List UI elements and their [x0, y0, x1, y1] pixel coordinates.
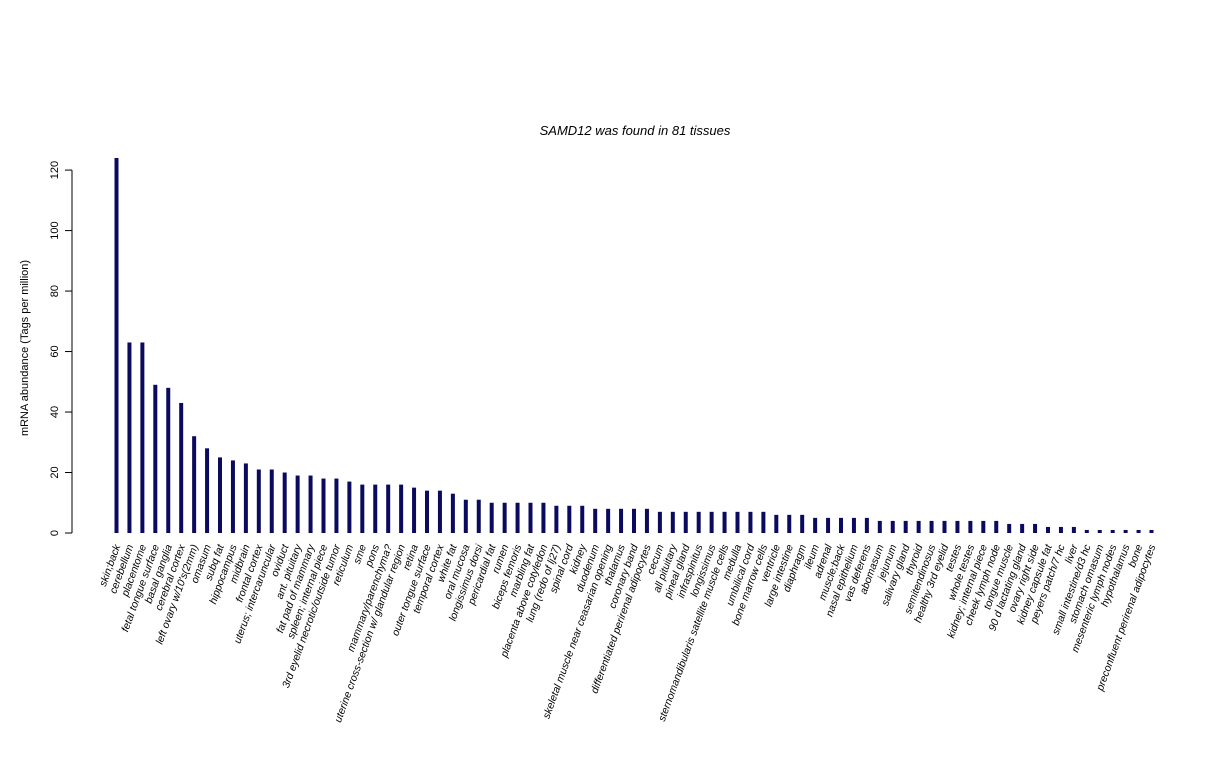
chart-title: SAMD12 was found in 81 tissues — [540, 123, 731, 138]
bar — [670, 511, 675, 533]
bar — [360, 484, 365, 533]
bar — [205, 448, 210, 533]
bar — [308, 475, 313, 533]
bar — [644, 508, 649, 533]
bar — [1033, 523, 1038, 533]
bar — [463, 499, 468, 533]
bar — [942, 520, 947, 533]
bar — [722, 511, 727, 533]
bar — [735, 511, 740, 533]
bar — [399, 484, 404, 533]
bar — [218, 457, 222, 533]
bar — [1020, 523, 1025, 533]
bar — [774, 514, 779, 533]
y-tick-label: 120 — [49, 161, 61, 179]
bar — [826, 517, 831, 533]
y-tick-label: 60 — [49, 345, 61, 357]
y-tick-label: 80 — [49, 285, 61, 297]
bar — [929, 520, 934, 533]
bar — [502, 502, 507, 533]
y-tick-label: 40 — [49, 406, 61, 418]
bar — [632, 508, 636, 533]
bar — [1136, 529, 1141, 533]
bar — [321, 478, 326, 533]
bar — [127, 342, 132, 533]
bar — [981, 520, 986, 533]
bar — [386, 484, 391, 533]
bar — [282, 472, 287, 533]
bar — [153, 384, 158, 533]
bar — [554, 505, 559, 533]
bar — [347, 481, 352, 533]
bar — [800, 514, 805, 533]
bar — [140, 342, 145, 533]
bar — [1123, 529, 1128, 533]
bar — [877, 520, 882, 533]
y-axis-label: mRNA abundance (Tags per million) — [19, 260, 31, 436]
bar — [657, 511, 662, 533]
y-tick-label: 100 — [49, 221, 61, 239]
bar — [528, 502, 533, 533]
bar — [968, 520, 973, 533]
bar — [903, 520, 908, 533]
bar — [1097, 529, 1102, 533]
bar — [437, 490, 442, 533]
bar — [476, 499, 481, 533]
bar — [1084, 529, 1089, 533]
bar — [114, 158, 119, 533]
bar — [166, 387, 171, 533]
y-axis-ticks: 0 20 40 60 80 100 120 — [49, 161, 72, 536]
bar — [192, 436, 197, 533]
bar — [839, 517, 843, 533]
bar — [373, 484, 378, 533]
bar — [295, 475, 300, 533]
bar — [1110, 529, 1115, 533]
bar — [179, 402, 184, 533]
bar — [864, 517, 869, 533]
bar — [1058, 526, 1063, 533]
bar — [696, 511, 701, 533]
bar — [851, 517, 856, 533]
bar — [567, 505, 572, 533]
bar — [1149, 529, 1154, 533]
bar — [334, 478, 339, 533]
bar — [619, 508, 624, 533]
bar — [916, 520, 921, 533]
bar — [593, 508, 598, 533]
bar — [994, 520, 999, 533]
bar — [1071, 526, 1076, 533]
bar — [1007, 523, 1012, 533]
bar — [1046, 526, 1050, 533]
bar — [709, 511, 714, 533]
bar — [813, 517, 818, 533]
bar — [541, 502, 546, 533]
y-tick-label: 20 — [49, 466, 61, 478]
bar — [489, 502, 494, 533]
bars-group — [114, 158, 1154, 533]
y-tick-label: 0 — [49, 530, 61, 536]
bar — [606, 508, 611, 533]
bar — [761, 511, 766, 533]
bar — [256, 469, 261, 533]
bar — [243, 463, 248, 533]
bar — [515, 502, 520, 533]
bar — [269, 469, 274, 533]
bar — [955, 520, 960, 533]
bar — [580, 505, 585, 533]
bar — [748, 511, 753, 533]
bar — [450, 493, 455, 533]
bar — [787, 514, 792, 533]
bar — [425, 490, 429, 533]
bar — [412, 487, 417, 533]
bar — [683, 511, 688, 533]
bar — [890, 520, 895, 533]
bar — [230, 460, 235, 533]
